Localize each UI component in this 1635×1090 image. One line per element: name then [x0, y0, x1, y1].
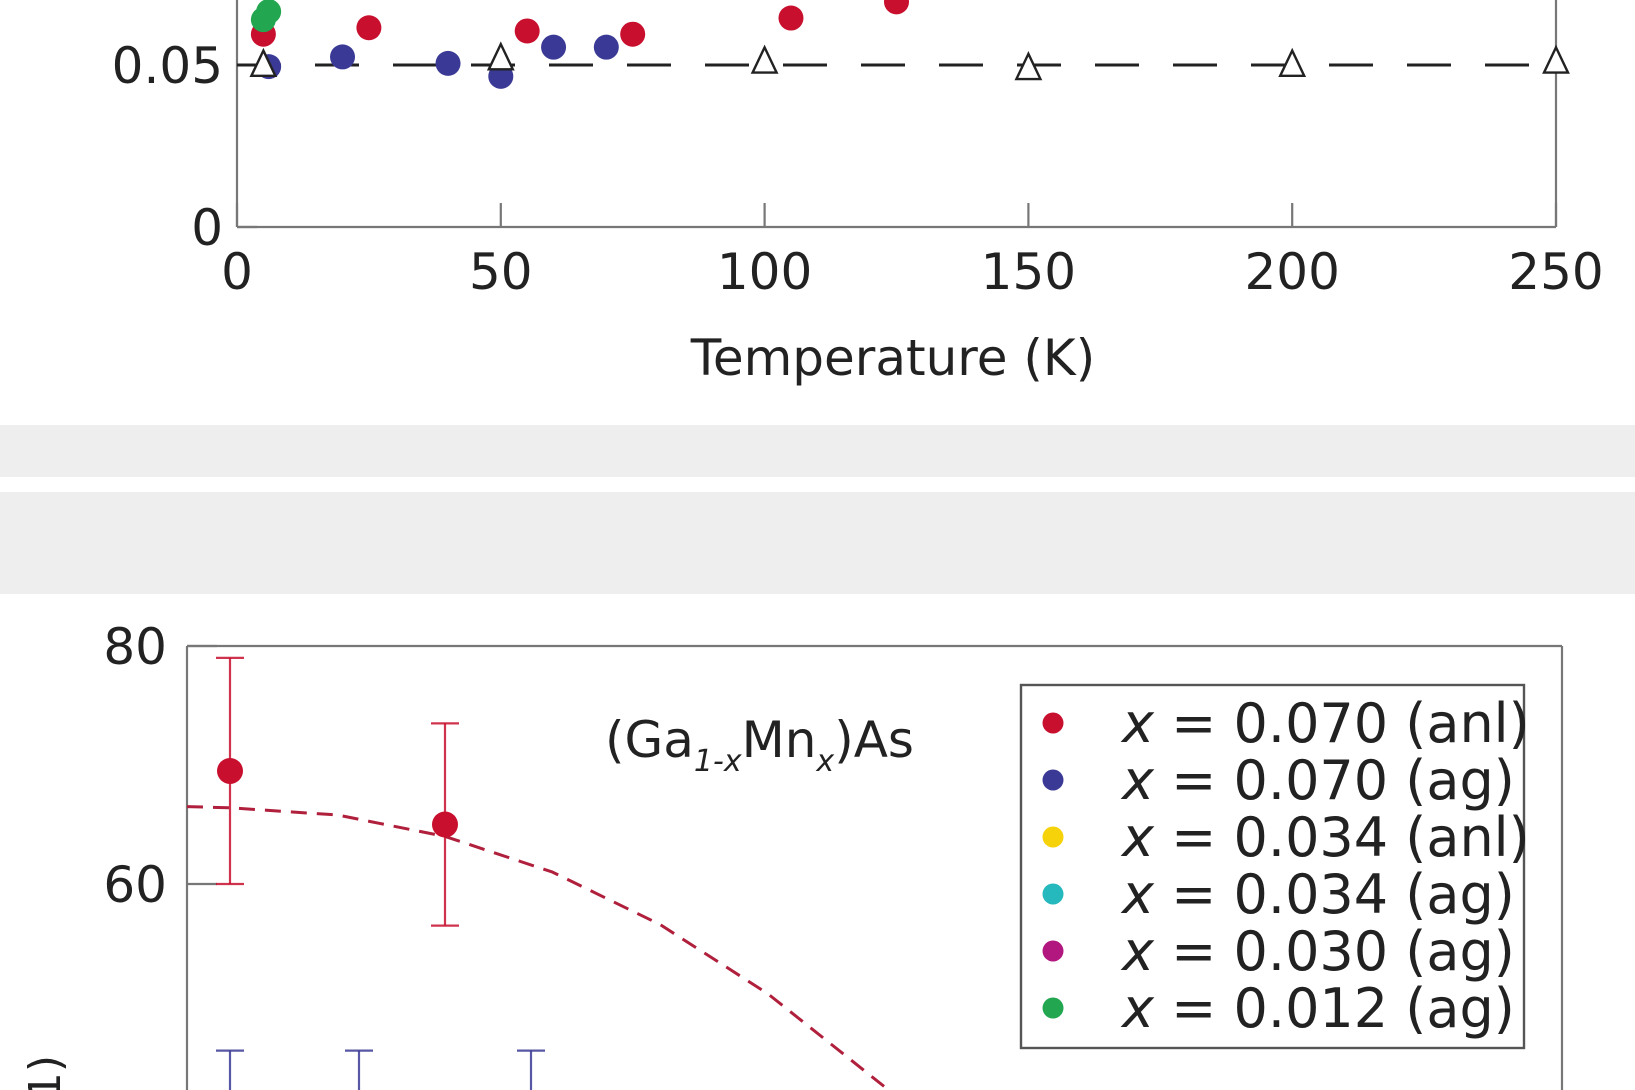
top-y-tick-label: 0.05	[112, 37, 223, 95]
legend-label: x = 0.034 (ag)	[1120, 863, 1515, 926]
legend-marker	[1042, 712, 1064, 734]
top-triangle-marker	[1014, 51, 1043, 81]
top-x-tick-label: 200	[1244, 243, 1339, 301]
data-point	[432, 811, 458, 838]
top-chart-ticks: 0 50 100 150 200 250 0 0.05	[112, 37, 1604, 301]
top-circle-marker	[256, 0, 282, 25]
top-x-tick-label: 100	[717, 243, 812, 301]
top-chart-panel: 0 50 100 150 200 250 0 0.05 Temperature (K)	[112, 0, 1604, 387]
bottom-chart-y-axis-label-fragment: −1)	[20, 1055, 71, 1090]
legend-marker	[1042, 826, 1064, 848]
legend-marker	[1042, 997, 1064, 1019]
top-chart-x-axis-label: Temperature (K)	[690, 329, 1095, 387]
legend-label: x = 0.070 (ag)	[1120, 749, 1515, 812]
panel-separator-band	[0, 492, 1635, 594]
legend-label: x = 0.070 (anl)	[1120, 692, 1530, 755]
bottom-fit-dashed-curve	[186, 805, 891, 1090]
top-triangle-marker	[486, 41, 515, 71]
top-circle-marker	[541, 34, 567, 60]
bottom-chart-axes	[185, 644, 1564, 1090]
top-circle-marker	[593, 34, 619, 60]
top-circle-marker	[884, 0, 909, 15]
top-triangle-marker	[1278, 47, 1307, 78]
bottom-chart-fit-curve	[186, 805, 891, 1090]
top-circle-marker	[435, 50, 461, 76]
bottom-y-tick-label: 80	[103, 618, 167, 676]
bottom-chart-points	[216, 656, 545, 1090]
top-triangle-marker	[750, 44, 779, 74]
bottom-y-tick-label: 60	[103, 856, 167, 914]
legend: x = 0.070 (anl)x = 0.070 (ag)x = 0.034 (…	[1019, 683, 1530, 1050]
top-circle-marker	[330, 44, 356, 70]
top-x-tick-label: 150	[981, 243, 1076, 301]
bottom-chart-title: (Ga1-xMnx)As	[605, 711, 914, 779]
legend-marker	[1042, 940, 1064, 962]
top-triangle-marker	[249, 47, 278, 78]
top-x-tick-label: 0	[221, 243, 253, 301]
top-chart-axes	[235, 0, 1558, 229]
top-circle-marker	[620, 21, 646, 47]
legend-marker	[1042, 769, 1064, 791]
top-x-tick-label: 50	[469, 243, 533, 301]
top-x-tick-label: 250	[1508, 243, 1603, 301]
bottom-chart-ticks: 60 80	[103, 618, 217, 914]
legend-label: x = 0.034 (anl)	[1120, 806, 1530, 869]
legend-label: x = 0.012 (ag)	[1120, 977, 1515, 1040]
top-y-tick-label: 0	[191, 199, 223, 257]
legend-box	[1019, 683, 1526, 1050]
panel-separator-band	[0, 425, 1635, 477]
legend-label: x = 0.030 (ag)	[1120, 920, 1515, 983]
data-point	[217, 757, 243, 784]
top-chart-points	[249, 0, 1570, 89]
top-circle-marker	[514, 18, 540, 44]
top-circle-marker	[356, 15, 382, 41]
legend-marker	[1042, 883, 1064, 905]
top-triangle-marker	[1542, 44, 1570, 74]
top-circle-marker	[778, 5, 804, 31]
